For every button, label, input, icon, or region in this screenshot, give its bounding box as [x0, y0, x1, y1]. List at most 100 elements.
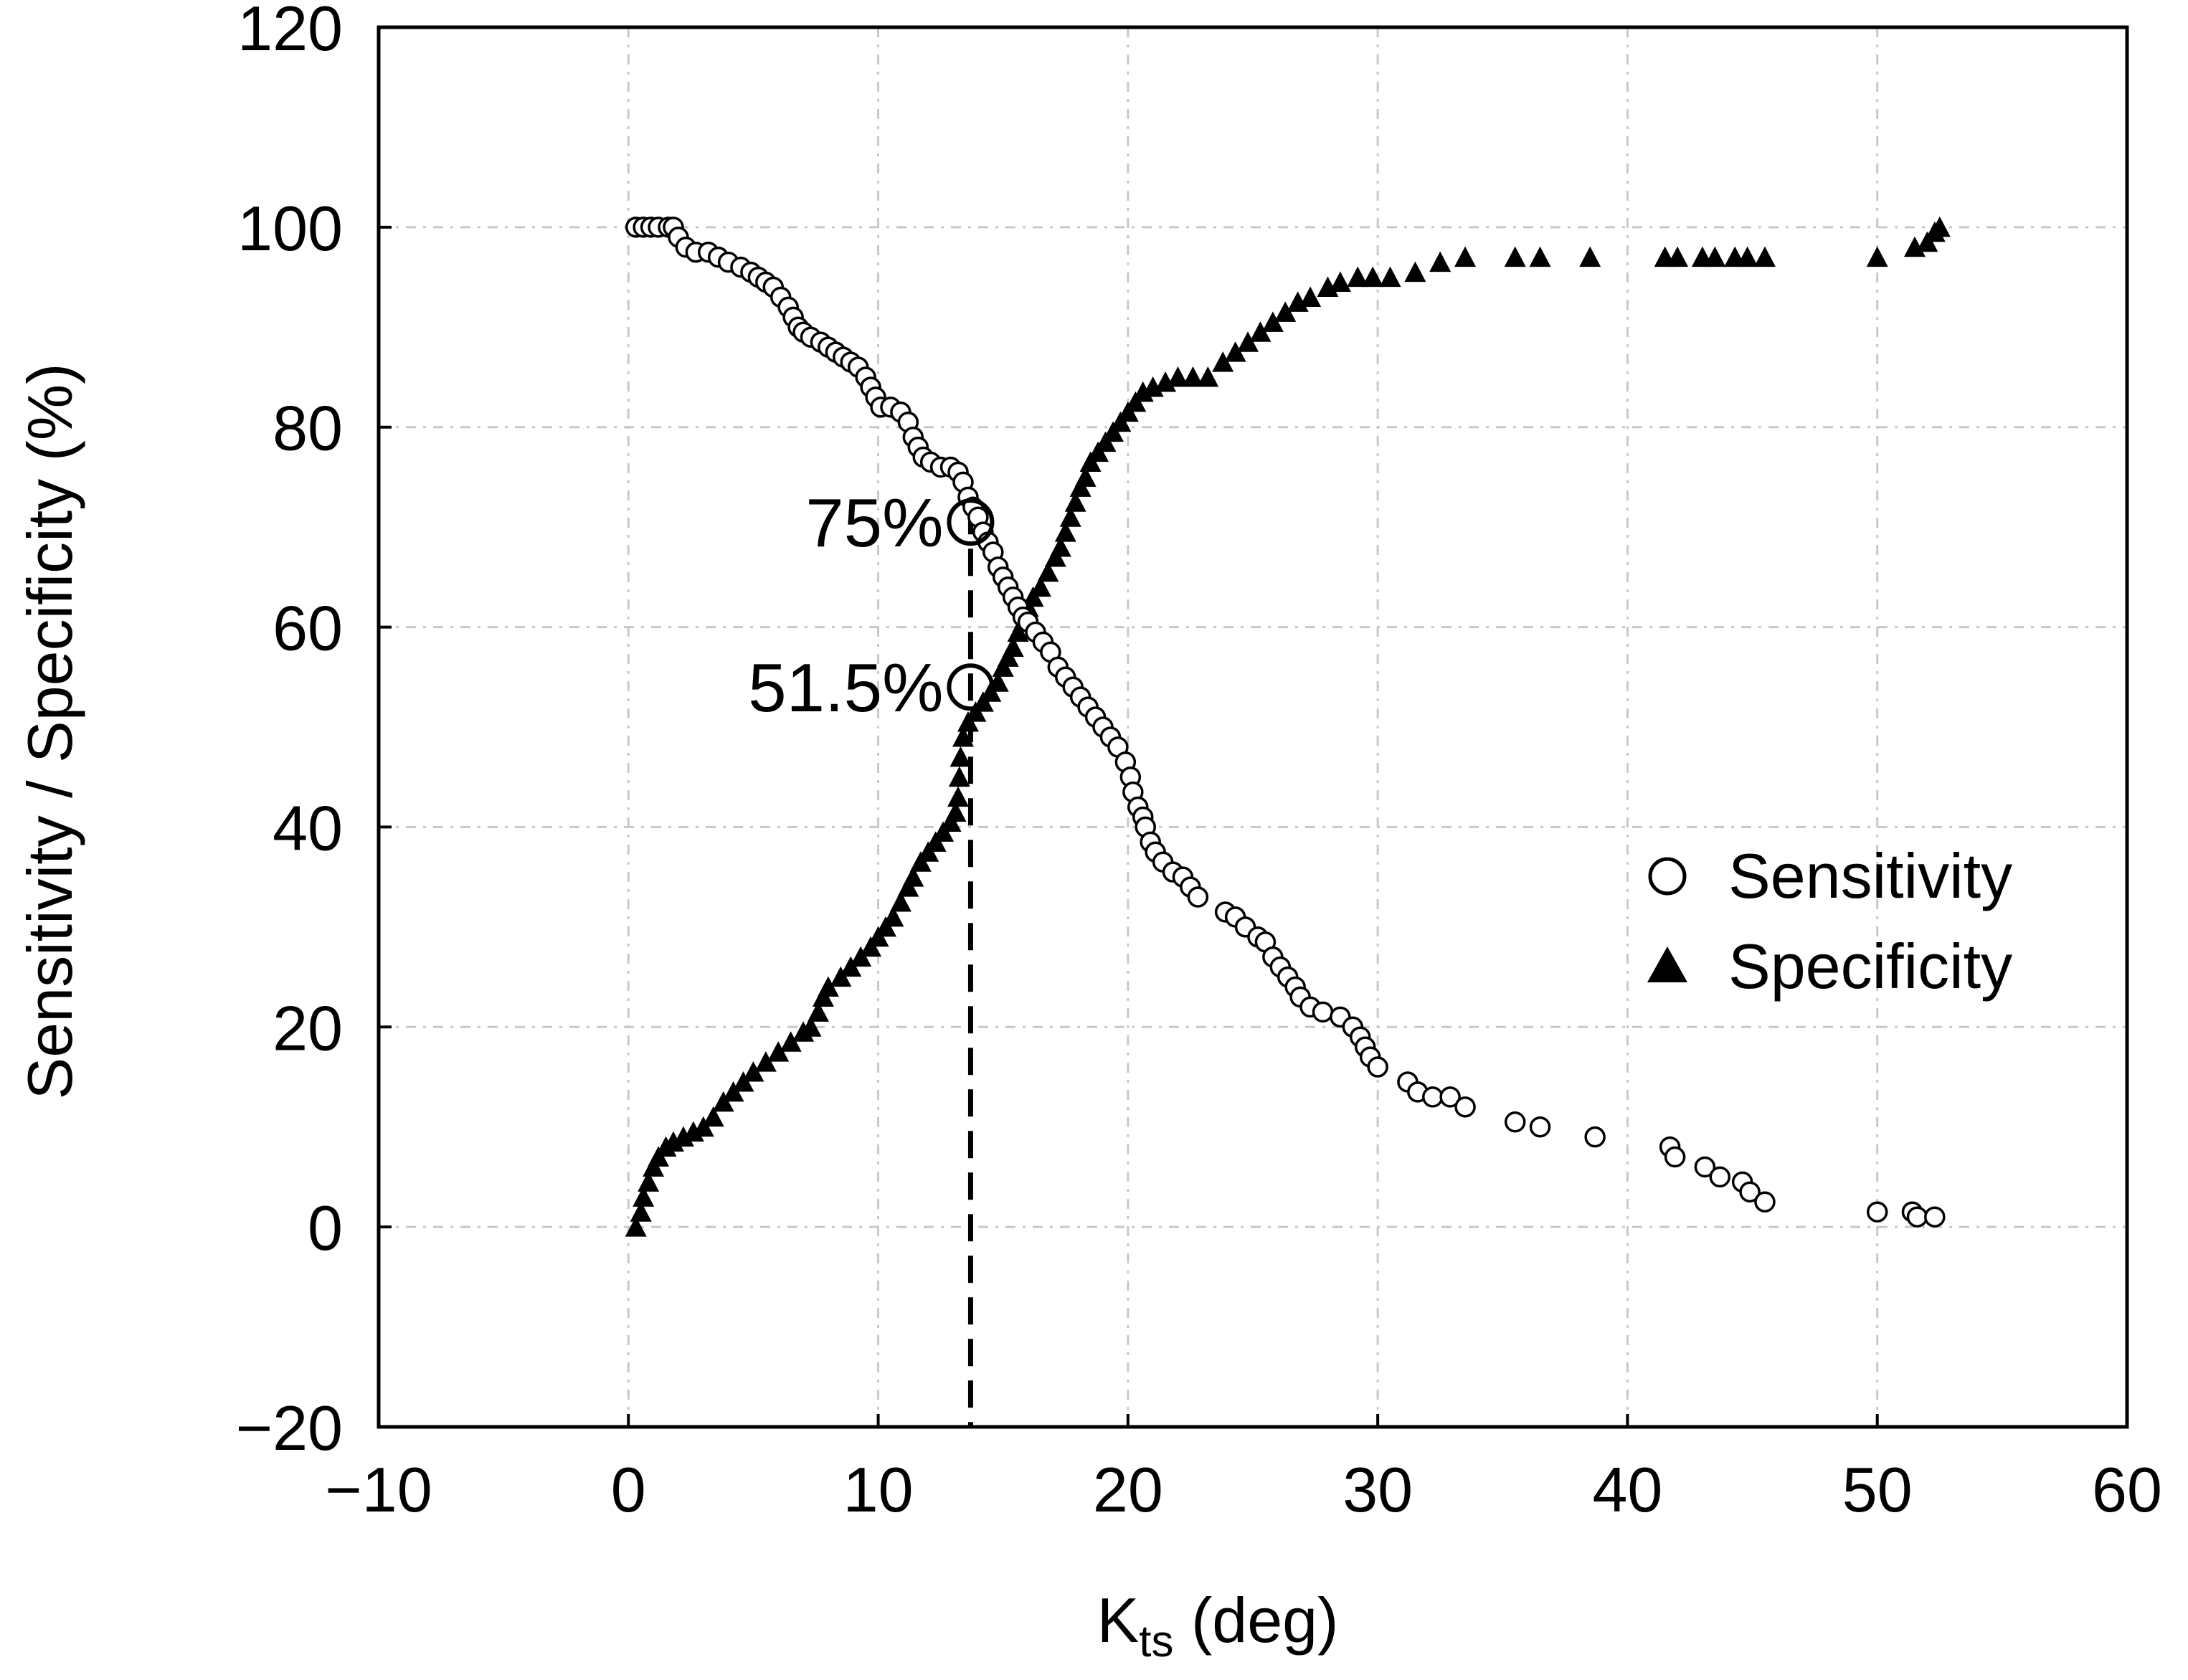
specificity-point	[902, 866, 924, 887]
annotations: 75% 51.5%	[748, 485, 995, 726]
sensitivity-point	[1367, 1056, 1388, 1078]
sensitivity-point	[1312, 1001, 1334, 1023]
x-tick-label: 40	[1592, 1454, 1662, 1525]
y-axis-ticks: −20 0 20 40 60 80 100 120	[236, 0, 392, 1463]
specificity-point	[1054, 521, 1076, 542]
y-tick-label: −20	[236, 1392, 343, 1463]
specificity-point	[882, 906, 904, 927]
x-axis-title-subscript: ts	[1139, 1617, 1173, 1666]
specificity-point	[1197, 366, 1219, 387]
x-tick-label: 0	[611, 1454, 646, 1525]
sensitivity-point	[1422, 1086, 1444, 1108]
x-tick-label: 60	[2092, 1454, 2162, 1525]
sensitivity-point	[1739, 1181, 1761, 1203]
legend-specificity-label: Specificity	[1728, 931, 2012, 1002]
specificity-point	[1866, 246, 1888, 267]
specificity-point	[1274, 301, 1297, 322]
specificity-point	[1167, 366, 1189, 387]
x-tick-label: 20	[1093, 1454, 1163, 1525]
specificity-point	[780, 1031, 802, 1052]
plot-frame	[376, 25, 2129, 1429]
specificity-point	[1362, 266, 1384, 288]
y-tick-label: 20	[273, 992, 343, 1063]
specificity-point	[742, 1061, 764, 1082]
specificity-point	[944, 801, 967, 822]
annotation-marker	[947, 498, 995, 546]
x-tick-label: 50	[1842, 1454, 1913, 1525]
specificity-point	[807, 1001, 829, 1022]
legend-specificity-marker	[1647, 946, 1687, 982]
specificity-point	[1224, 341, 1246, 362]
data-points	[625, 216, 1951, 1237]
specificity-point	[817, 976, 839, 997]
specificity-point	[1064, 491, 1086, 512]
x-axis-title-unit: (deg)	[1174, 1585, 1339, 1656]
x-tick-label: 30	[1342, 1454, 1413, 1525]
specificity-point	[1404, 261, 1426, 283]
specificity-point	[948, 766, 970, 787]
sensitivity-point	[1754, 1191, 1776, 1213]
sensitivity-point	[1439, 1086, 1461, 1108]
legend-sensitivity-label: Sensitivity	[1728, 840, 2012, 911]
specificity-point	[633, 1186, 655, 1207]
sensitivity-point	[1709, 1166, 1731, 1188]
specificity-point	[754, 1051, 777, 1072]
specificity-point	[767, 1041, 790, 1062]
legend-sensitivity-marker	[1648, 857, 1687, 896]
y-tick-label: 100	[237, 193, 343, 264]
sensitivity-point	[1454, 1096, 1476, 1118]
specificity-point	[1429, 251, 1451, 272]
specificity-point	[947, 786, 970, 807]
x-tick-label: 10	[843, 1454, 914, 1525]
legend: Sensitivity Specificity	[1647, 840, 2012, 1002]
specificity-point	[1237, 331, 1259, 352]
specificity-point	[952, 726, 974, 747]
annotation-label: 75%	[805, 485, 943, 561]
specificity-point	[1074, 466, 1097, 487]
specificity-point	[800, 1016, 822, 1037]
specificity-point	[1299, 286, 1322, 307]
y-tick-label: 120	[237, 0, 343, 64]
x-tick-label: −10	[325, 1454, 432, 1525]
annotation-marker	[947, 663, 995, 711]
specificity-point	[630, 1201, 652, 1222]
specificity-point	[889, 891, 911, 912]
specificity-point	[1212, 351, 1234, 372]
sensitivity-point	[1866, 1201, 1888, 1223]
x-axis-title: Kts (deg)	[1097, 1585, 1339, 1666]
specificity-point	[1049, 536, 1071, 557]
specificity-point	[1182, 366, 1204, 387]
sensitivity-point	[1529, 1116, 1551, 1138]
specificity-point	[1261, 311, 1284, 332]
specificity-point	[638, 1171, 660, 1192]
x-axis-ticks: −10 0 10 20 30 40 50 60	[325, 1414, 2162, 1525]
sensitivity-point	[1187, 886, 1209, 908]
specificity-point	[702, 1106, 724, 1127]
specificity-point	[1059, 506, 1081, 527]
sensitivity-point	[1924, 1206, 1946, 1228]
sensitivity-point	[1694, 1156, 1716, 1178]
sensitivity-point	[1584, 1126, 1606, 1148]
specificity-point	[1454, 246, 1477, 267]
specificity-point	[1667, 246, 1689, 267]
sensitivity-point	[1906, 1206, 1928, 1228]
specificity-point	[1002, 636, 1024, 657]
y-axis-title: Sensitivity / Specificity (%)	[14, 364, 85, 1100]
specificity-point	[1736, 246, 1758, 267]
specificity-point	[1579, 246, 1601, 267]
annotation-label: 51.5%	[748, 650, 943, 726]
y-tick-label: 60	[273, 593, 343, 664]
specificity-point	[1037, 561, 1059, 582]
specificity-point	[1329, 271, 1351, 293]
specificity-point	[1704, 246, 1726, 267]
specificity-point	[1029, 576, 1051, 597]
y-tick-label: 0	[308, 1192, 343, 1263]
sensitivity-point	[1504, 1111, 1526, 1133]
sensitivity-point	[1664, 1146, 1686, 1168]
specificity-point	[1529, 246, 1551, 267]
x-axis-title-main: K	[1097, 1585, 1140, 1656]
specificity-point	[1504, 246, 1526, 267]
y-tick-label: 40	[273, 792, 343, 863]
specificity-point	[949, 746, 972, 767]
